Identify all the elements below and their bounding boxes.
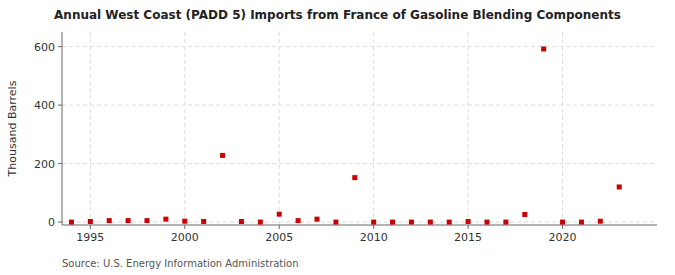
point <box>560 220 565 225</box>
x-tick <box>562 225 563 229</box>
x-tick-label: 2000 <box>171 231 199 244</box>
x-tick-label: 2020 <box>549 231 577 244</box>
point <box>390 220 395 225</box>
y-grid-line <box>62 46 657 47</box>
point <box>258 220 263 225</box>
x-tick <box>279 225 280 229</box>
point <box>352 175 357 180</box>
y-tick-label: 0 <box>48 216 55 229</box>
x-tick <box>90 225 91 229</box>
point <box>409 220 414 225</box>
point <box>88 219 93 224</box>
y-tick <box>58 105 62 106</box>
y-tick <box>58 222 62 223</box>
point <box>522 212 527 217</box>
x-tick-label: 2005 <box>265 231 293 244</box>
point <box>315 217 320 222</box>
y-tick-label: 200 <box>34 158 55 171</box>
x-grid-line <box>468 32 469 225</box>
x-tick <box>184 225 185 229</box>
point <box>617 184 622 189</box>
x-grid-line <box>562 32 563 225</box>
y-tick <box>58 163 62 164</box>
point <box>220 153 225 158</box>
y-grid-line <box>62 163 657 164</box>
x-axis-line <box>62 225 657 226</box>
point <box>126 218 131 223</box>
point <box>333 220 338 225</box>
y-axis-label: Thousand Barrels <box>6 80 19 177</box>
point <box>598 219 603 224</box>
point <box>107 218 112 223</box>
point <box>428 220 433 225</box>
y-grid-line <box>62 222 657 223</box>
point <box>69 220 74 225</box>
x-grid-line <box>373 32 374 225</box>
x-tick <box>468 225 469 229</box>
point <box>485 220 490 225</box>
point <box>466 219 471 224</box>
grid <box>62 32 657 225</box>
chart: 1995 2000 2005 2010 2015 2020 0 200 400 600 Annual… <box>0 0 675 275</box>
x-tick-label: 1995 <box>76 231 104 244</box>
y-tick-label: 400 <box>34 99 55 112</box>
point <box>277 212 282 217</box>
points <box>69 46 622 224</box>
y-tick <box>58 46 62 47</box>
point <box>579 220 584 225</box>
x-tick <box>373 225 374 229</box>
y-axis-line <box>62 32 63 225</box>
x-tick-label: 2015 <box>454 231 482 244</box>
point <box>371 220 376 225</box>
point <box>541 46 546 51</box>
point <box>296 218 301 223</box>
point <box>503 220 508 225</box>
point <box>239 219 244 224</box>
y-tick-label: 600 <box>34 41 55 54</box>
x-grid-line <box>279 32 280 225</box>
x-tick-label: 2010 <box>360 231 388 244</box>
x-grid-line <box>184 32 185 225</box>
point <box>201 219 206 224</box>
point <box>145 218 150 223</box>
point <box>182 219 187 224</box>
point <box>163 217 168 222</box>
annotation: Source: U.S. Energy Information Administ… <box>62 258 299 269</box>
point <box>447 220 452 225</box>
title: Annual West Coast (PADD 5) Imports from … <box>54 8 621 22</box>
x-grid-line <box>90 32 91 225</box>
y-grid-line <box>62 105 657 106</box>
